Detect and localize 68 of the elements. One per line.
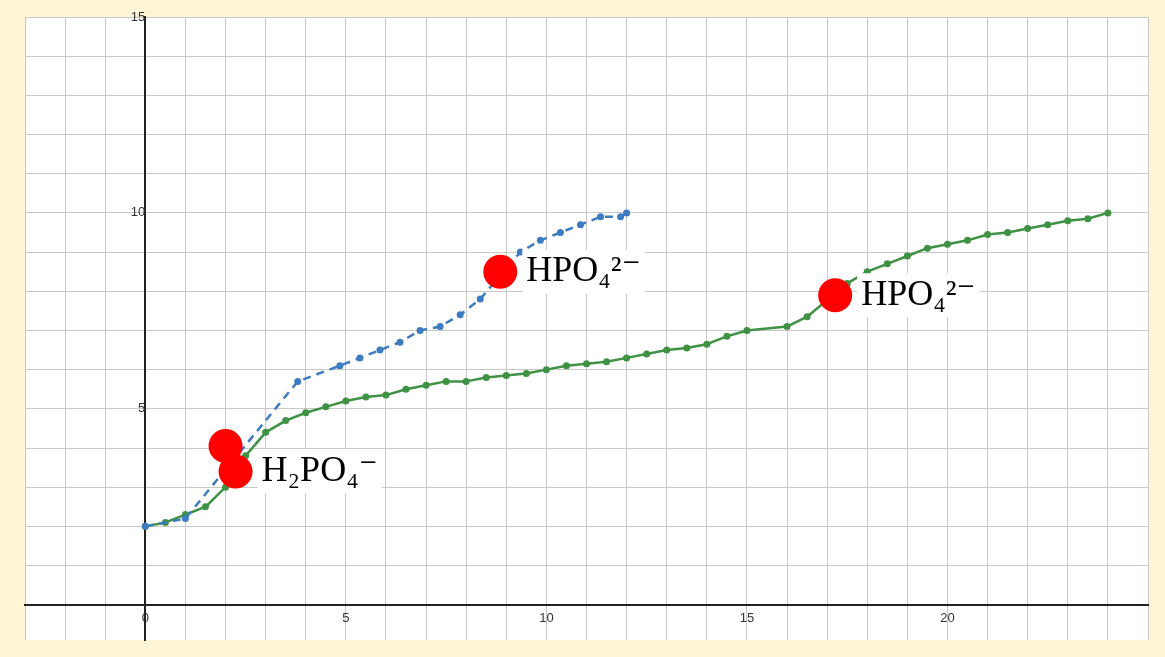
point xyxy=(362,393,370,401)
point xyxy=(617,213,625,221)
point xyxy=(382,391,390,399)
point xyxy=(743,326,751,334)
annotation: HPO₄²⁻ xyxy=(526,249,641,290)
point xyxy=(803,313,811,321)
point xyxy=(723,332,731,340)
point xyxy=(262,428,270,436)
point xyxy=(456,311,464,319)
point xyxy=(336,362,344,370)
point xyxy=(562,362,570,370)
point xyxy=(1104,209,1112,217)
point xyxy=(576,221,584,229)
point xyxy=(903,252,911,260)
point xyxy=(436,323,444,331)
x-tick-label: 15 xyxy=(739,610,755,626)
point xyxy=(818,278,853,313)
point xyxy=(356,354,364,362)
point xyxy=(201,503,209,511)
point xyxy=(322,403,330,411)
point xyxy=(536,236,544,244)
point xyxy=(208,429,243,464)
point xyxy=(302,409,310,417)
x-tick-label: 20 xyxy=(940,610,955,626)
point xyxy=(482,373,490,381)
point xyxy=(683,344,691,352)
point xyxy=(442,377,450,385)
point xyxy=(476,295,484,303)
point xyxy=(623,209,631,217)
point xyxy=(603,358,611,366)
point xyxy=(181,515,189,523)
point xyxy=(597,213,605,221)
point xyxy=(1044,221,1052,229)
point xyxy=(342,397,350,405)
point xyxy=(663,346,671,354)
point xyxy=(462,377,470,385)
annotation: HPO₄²⁻ xyxy=(861,272,976,313)
point xyxy=(643,350,651,358)
point xyxy=(1024,225,1032,233)
point xyxy=(396,338,404,346)
point xyxy=(583,360,590,368)
point xyxy=(923,244,931,252)
point xyxy=(883,260,891,268)
point xyxy=(542,366,550,374)
x-tick-label: 5 xyxy=(342,610,350,626)
point xyxy=(943,240,951,248)
y-tick-label: 15 xyxy=(130,8,146,24)
point xyxy=(422,381,430,389)
point xyxy=(1084,215,1092,223)
point xyxy=(1004,229,1012,236)
point xyxy=(703,340,711,348)
point xyxy=(402,385,410,393)
point xyxy=(376,346,384,354)
point xyxy=(483,254,518,289)
point xyxy=(556,229,564,236)
point xyxy=(964,236,972,244)
point xyxy=(623,354,631,362)
point xyxy=(416,326,424,334)
x-tick-label: 10 xyxy=(539,610,554,626)
annotation: H₂PO₄⁻ xyxy=(261,448,378,489)
point xyxy=(218,454,253,489)
point xyxy=(282,417,290,425)
point xyxy=(522,370,530,378)
point xyxy=(984,230,992,238)
point xyxy=(502,372,510,380)
point xyxy=(783,323,791,331)
point xyxy=(1064,217,1072,225)
point xyxy=(294,377,302,385)
